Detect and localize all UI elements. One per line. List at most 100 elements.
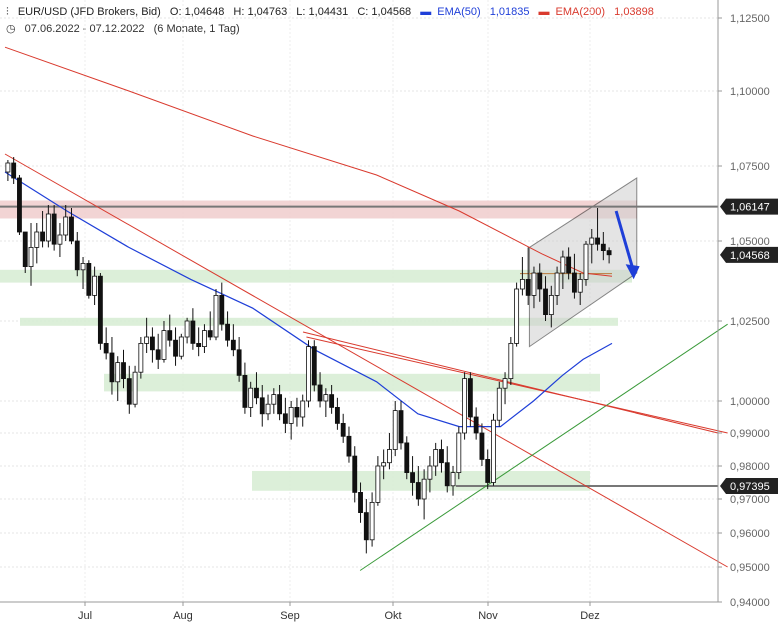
y-tick-label: 0,99000: [730, 428, 770, 440]
candle: [595, 237, 600, 245]
price-tag-label: 1,06147: [730, 202, 770, 214]
candle: [473, 416, 479, 434]
candle: [28, 246, 34, 267]
candle: [115, 362, 121, 383]
low-value: L: 1,04431: [296, 6, 349, 18]
candle: [543, 288, 548, 316]
price-tag: [720, 246, 778, 263]
candle: [184, 320, 190, 338]
candle: [161, 330, 167, 360]
support-zone: [0, 200, 637, 219]
candle: [456, 432, 462, 473]
trendline: [4, 153, 728, 568]
candle: [126, 378, 132, 405]
candle: [265, 403, 271, 415]
candle: [282, 413, 288, 424]
candle: [514, 288, 520, 344]
candle: [254, 387, 259, 399]
candle: [467, 378, 473, 418]
candle: [334, 406, 340, 424]
candle: [392, 410, 398, 450]
candle: [537, 272, 543, 290]
candle: [358, 491, 363, 513]
candle: [306, 346, 311, 402]
ema200-legend-value: 1,03898: [614, 6, 654, 18]
close-value: C: 1,04568: [357, 6, 412, 18]
y-tick-label: 0,94000: [730, 597, 770, 609]
candle: [213, 294, 219, 338]
candle: [496, 387, 502, 421]
candle: [242, 374, 248, 408]
ema200-line: [4, 46, 613, 277]
price-tag-label: 1,04568: [730, 250, 770, 262]
y-tick-label: 0,97000: [730, 494, 770, 506]
trend-channel: [528, 177, 638, 348]
candle: [323, 394, 329, 402]
candle: [63, 216, 69, 236]
candle: [381, 462, 387, 467]
candle: [508, 342, 514, 379]
price-tag: [720, 477, 778, 494]
candle: [398, 410, 404, 444]
candle: [167, 330, 173, 341]
candle: [548, 294, 554, 315]
price-tag-label: 0,97395: [730, 481, 770, 493]
support-zone: [104, 373, 600, 392]
candle: [207, 330, 213, 338]
candle: [352, 455, 358, 493]
candle: [86, 262, 92, 296]
candle: [300, 400, 306, 418]
candle: [92, 275, 98, 296]
candle: [11, 162, 17, 179]
candle: [109, 352, 115, 383]
ema50-line: [4, 171, 613, 428]
candle: [485, 458, 491, 483]
y-tick-label: 1,07500: [730, 161, 770, 173]
ema200-legend-marker: ▬: [538, 6, 550, 18]
candle: [144, 336, 150, 344]
candle: [34, 231, 40, 248]
period-label: (6 Monate, 1 Tag): [153, 23, 240, 35]
candle: [560, 256, 566, 274]
candle: [5, 162, 11, 173]
candle: [346, 435, 352, 457]
candle: [375, 465, 381, 503]
support-zone: [0, 269, 632, 283]
candle: [248, 387, 254, 408]
x-tick-label: Aug: [173, 610, 193, 622]
candle: [202, 330, 207, 348]
candle: [531, 272, 537, 296]
symbol-label: EUR/USD (JFD Brokers, Bid): [17, 6, 161, 18]
candle: [606, 250, 612, 256]
candle: [340, 422, 346, 437]
candle: [566, 256, 572, 274]
ema50-legend-value: 1,01835: [489, 6, 530, 18]
y-tick-label: 1,00000: [730, 396, 770, 408]
candle: [173, 339, 178, 357]
candle: [525, 278, 531, 296]
y-tick-label: 1,12500: [730, 13, 770, 25]
y-tick-label: 1,05000: [730, 236, 770, 248]
down-arrowhead: [625, 264, 640, 280]
trendline: [359, 323, 728, 571]
candle: [491, 419, 496, 483]
candle: [363, 512, 369, 541]
candle: [149, 336, 155, 351]
candle: [288, 406, 294, 424]
candle: [427, 465, 433, 480]
candle: [577, 278, 583, 293]
candle: [74, 240, 80, 271]
candle: [22, 231, 28, 267]
candle: [219, 294, 225, 325]
candle: [138, 342, 144, 373]
candle: [439, 449, 444, 464]
candle: [589, 237, 595, 245]
candle: [178, 336, 184, 357]
header-row-quote: ⫶ EUR/USD (JFD Brokers, Bid) O: 1,04648 …: [6, 6, 660, 19]
candle: [51, 213, 57, 245]
candle: [103, 342, 109, 354]
candle: [97, 275, 103, 344]
candle: [294, 406, 300, 418]
x-tick-label: Dez: [580, 610, 600, 622]
